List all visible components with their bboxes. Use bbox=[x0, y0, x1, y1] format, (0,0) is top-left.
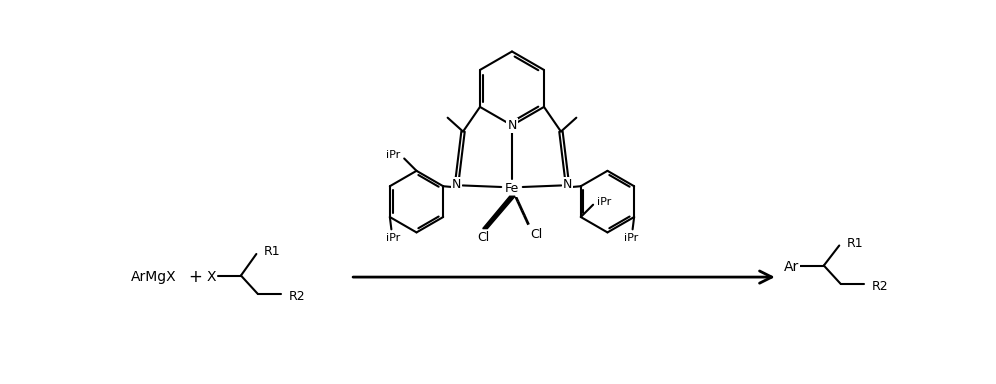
Text: R1: R1 bbox=[847, 237, 864, 250]
Text: +: + bbox=[188, 268, 201, 286]
Text: ArMgX: ArMgX bbox=[130, 270, 176, 284]
Text: Cl: Cl bbox=[477, 231, 490, 244]
Text: iPr: iPr bbox=[385, 233, 400, 243]
Text: R2: R2 bbox=[289, 290, 306, 303]
Text: iPr: iPr bbox=[623, 233, 638, 243]
Text: iPr: iPr bbox=[386, 151, 400, 161]
Polygon shape bbox=[483, 196, 515, 228]
Text: N: N bbox=[507, 119, 517, 132]
Text: Cl: Cl bbox=[531, 228, 543, 241]
Text: Fe: Fe bbox=[505, 182, 519, 195]
Text: X: X bbox=[207, 270, 216, 284]
Text: N: N bbox=[563, 178, 572, 191]
Text: N: N bbox=[452, 178, 461, 191]
Text: R2: R2 bbox=[872, 280, 888, 293]
Text: iPr: iPr bbox=[597, 197, 611, 207]
Text: R1: R1 bbox=[264, 245, 281, 258]
Text: Ar: Ar bbox=[784, 260, 799, 274]
